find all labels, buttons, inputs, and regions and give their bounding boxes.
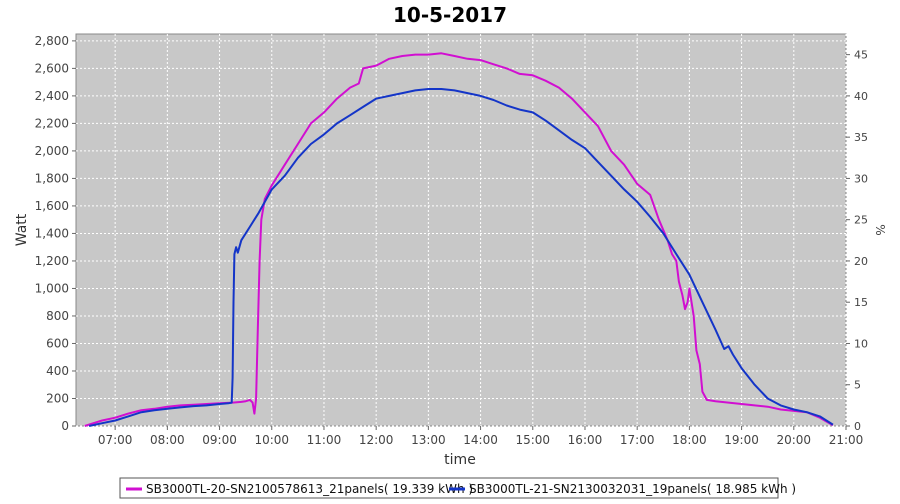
y2-tick-label: 40 <box>854 90 868 103</box>
y2-tick-label: 30 <box>854 172 868 185</box>
y-tick-label: 2,600 <box>35 61 69 75</box>
y-axis-right: 0 5 10 15 20 25 30 35 40 45 <box>846 49 868 433</box>
y-tick-label: 800 <box>46 309 69 323</box>
y2-tick-label: 15 <box>854 296 868 309</box>
y-tick-label: 1,000 <box>35 281 69 295</box>
y-tick-label: 400 <box>46 364 69 378</box>
y-tick-label: 2,200 <box>35 116 69 130</box>
x-tick-label: 12:00 <box>359 433 394 447</box>
legend: SB3000TL-20-SN2100578613_21panels( 19.33… <box>119 477 796 499</box>
x-tick-label: 11:00 <box>307 433 342 447</box>
y-tick-label: 2,400 <box>35 89 69 103</box>
series-line-1 <box>84 52 834 427</box>
x-tick-label: 20:00 <box>776 433 811 447</box>
x-tick-label: 16:00 <box>568 433 603 447</box>
x-tick-label: 07:00 <box>98 433 133 447</box>
x-axis: 07:00 08:00 09:00 10:00 11:00 12:00 13:00 14:00… <box>98 426 863 447</box>
y2-tick-label: 0 <box>854 420 861 433</box>
x-tick-label: 08:00 <box>150 433 185 447</box>
plot-area <box>75 33 847 427</box>
x-tick-label: 13:00 <box>411 433 446 447</box>
y-tick-label: 2,000 <box>35 144 69 158</box>
y-tick-label: 0 <box>61 419 69 433</box>
grid <box>76 34 847 427</box>
series-line-2 <box>88 88 834 427</box>
y-tick-label: 1,600 <box>35 199 69 213</box>
y-tick-label: 1,800 <box>35 171 69 185</box>
x-axis-title: time <box>444 452 476 468</box>
x-tick-label: 10:00 <box>254 433 289 447</box>
x-tick-label: 15:00 <box>515 433 550 447</box>
y2-axis-title: % <box>873 224 887 235</box>
x-tick-label: 21:00 <box>829 433 864 447</box>
y2-tick-label: 20 <box>854 255 868 268</box>
y-tick-label: 600 <box>46 336 69 350</box>
y2-tick-label: 5 <box>854 379 861 392</box>
y-axis-left: 0 200 400 600 800 1,000 1,200 1,400 1,600 1,800 2,… <box>35 34 76 433</box>
y2-tick-label: 45 <box>854 49 868 62</box>
x-tick-label: 18:00 <box>672 433 707 447</box>
y2-tick-label: 10 <box>854 337 868 350</box>
x-tick-label: 09:00 <box>202 433 237 447</box>
y2-tick-label: 35 <box>854 131 868 144</box>
legend-label: SB3000TL-21-SN2130032031_19panels( 18.98… <box>469 482 796 496</box>
y-axis-title: Watt <box>14 213 30 246</box>
series-layer <box>84 52 834 427</box>
y2-tick-label: 25 <box>854 214 868 227</box>
y-tick-label: 1,200 <box>35 254 69 268</box>
y-tick-label: 200 <box>46 391 69 405</box>
legend-label: SB3000TL-20-SN2100578613_21panels( 19.33… <box>146 482 473 496</box>
chart-title: 10-5-2017 <box>393 3 507 27</box>
x-tick-label: 17:00 <box>620 433 655 447</box>
x-tick-label: 19:00 <box>724 433 759 447</box>
x-tick-label: 14:00 <box>463 433 498 447</box>
y-tick-label: 1,400 <box>35 226 69 240</box>
y-tick-label: 2,800 <box>35 34 69 48</box>
